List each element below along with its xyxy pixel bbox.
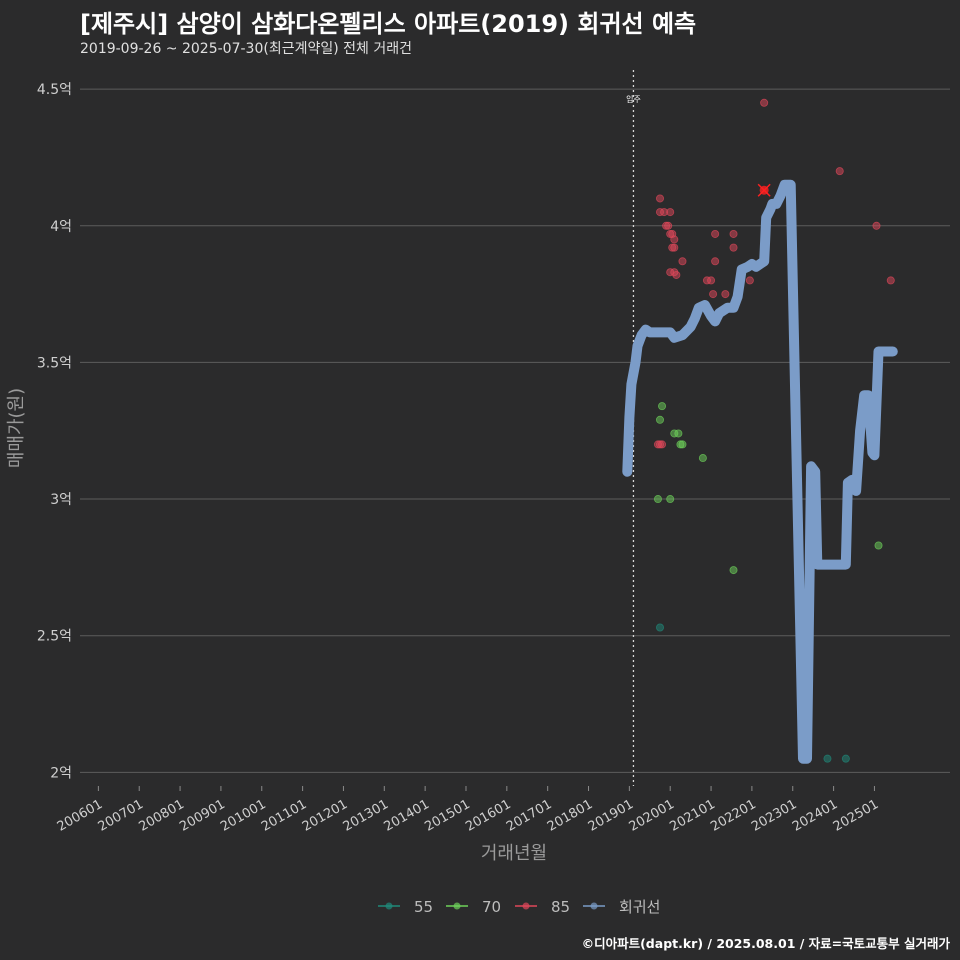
x-tick-label: 202201 [708,797,758,835]
y-axis-ticks: 2억 2.5억 3억 3.5억 4억 4.5억 [37,82,72,781]
data-point-85 [711,229,720,238]
data-point-85 [670,235,679,244]
x-tick-label: 201301 [341,797,391,835]
data-point-55 [823,754,832,763]
legend-dot [385,902,393,910]
x-tick-label: 202401 [790,797,840,835]
x-tick-label: 201601 [463,797,513,835]
x-tick-label: 201101 [259,797,309,835]
x-tick-label: 201201 [300,797,350,835]
data-point-85 [760,98,769,107]
legend-label: 55 [414,898,433,916]
y-tick-label: 2억 [50,765,72,781]
data-point-85 [872,221,881,230]
x-tick-label: 200901 [177,797,227,835]
data-point-85 [658,440,667,449]
x-tick-label: 202101 [667,797,717,835]
legend-label: 85 [551,898,570,916]
data-point-55 [656,623,665,632]
legend-item-85: 85 [515,898,570,916]
data-point-70 [874,541,883,550]
x-tick-label: 201801 [545,797,595,835]
x-tick-label: 201901 [586,797,636,835]
legend: 55 70 85 회귀선 [378,898,660,916]
x-axis-ticks: 2006012007012008012009012010012011012012… [55,786,881,835]
data-point-85 [670,243,679,252]
data-point-70 [674,429,683,438]
data-point-85 [664,221,673,230]
move-in-annotation: 입주 [626,70,641,786]
data-point-70 [658,402,667,411]
data-point-85 [656,194,665,203]
data-point-85 [672,270,681,279]
data-point-85 [721,290,730,299]
data-point-70 [698,454,707,463]
data-points [653,98,895,763]
x-tick-label: 202301 [749,797,799,835]
data-point-70 [653,495,662,504]
highlight-cross [757,183,771,197]
y-tick-label: 3.5억 [37,355,72,371]
y-tick-label: 4.5억 [37,82,72,98]
chart-title: [제주시] 삼양이 삼화다온펠리스 아파트(2019) 회귀선 예측 [80,10,697,38]
y-tick-label: 2.5억 [37,629,72,645]
gridlines [80,88,950,773]
legend-item-reg: 회귀선 [583,898,660,916]
data-point-85 [678,257,687,266]
data-point-85 [666,208,675,217]
regression-line-group [622,179,898,764]
x-tick-label: 200801 [136,797,186,835]
highlight-point-group [757,183,771,197]
data-point-85 [707,276,716,285]
data-point-70 [666,495,675,504]
data-point-85 [711,257,720,266]
y-tick-label: 4억 [50,219,72,235]
data-point-55 [841,754,850,763]
x-tick-label: 201701 [504,797,554,835]
data-point-85 [729,229,738,238]
data-point-85 [745,276,754,285]
legend-item-55: 55 [378,898,433,916]
chart-subtitle: 2019-09-26 ~ 2025-07-30(최근계약일) 전체 거래건 [80,41,412,57]
y-tick-label: 3억 [50,492,72,508]
data-point-70 [729,566,738,575]
x-tick-label: 202501 [831,797,881,835]
x-tick-label: 200701 [96,797,146,835]
source-caption: ©디아파트(dapt.kr) / 2025.08.01 / 자료=국토교통부 실… [581,936,950,951]
data-point-70 [656,415,665,424]
legend-dot [522,902,530,910]
data-point-85 [886,276,895,285]
data-point-85 [729,243,738,252]
y-axis-label: 매매가(원) [6,388,27,468]
legend-item-70: 70 [446,898,501,916]
x-tick-label: 201001 [218,797,268,835]
data-point-70 [678,440,687,449]
x-tick-label: 202001 [627,797,677,835]
legend-label: 70 [482,898,501,916]
legend-dot [453,902,461,910]
move-in-label: 입주 [626,95,641,104]
legend-label: 회귀선 [619,898,660,916]
x-tick-label: 201501 [422,797,472,835]
data-point-85 [835,167,844,176]
x-tick-label: 201401 [382,797,432,835]
x-tick-label: 200601 [55,797,105,835]
legend-dot [590,902,598,910]
data-point-85 [709,290,718,299]
regression-line [622,179,898,764]
x-axis-label: 거래년월 [481,843,547,864]
